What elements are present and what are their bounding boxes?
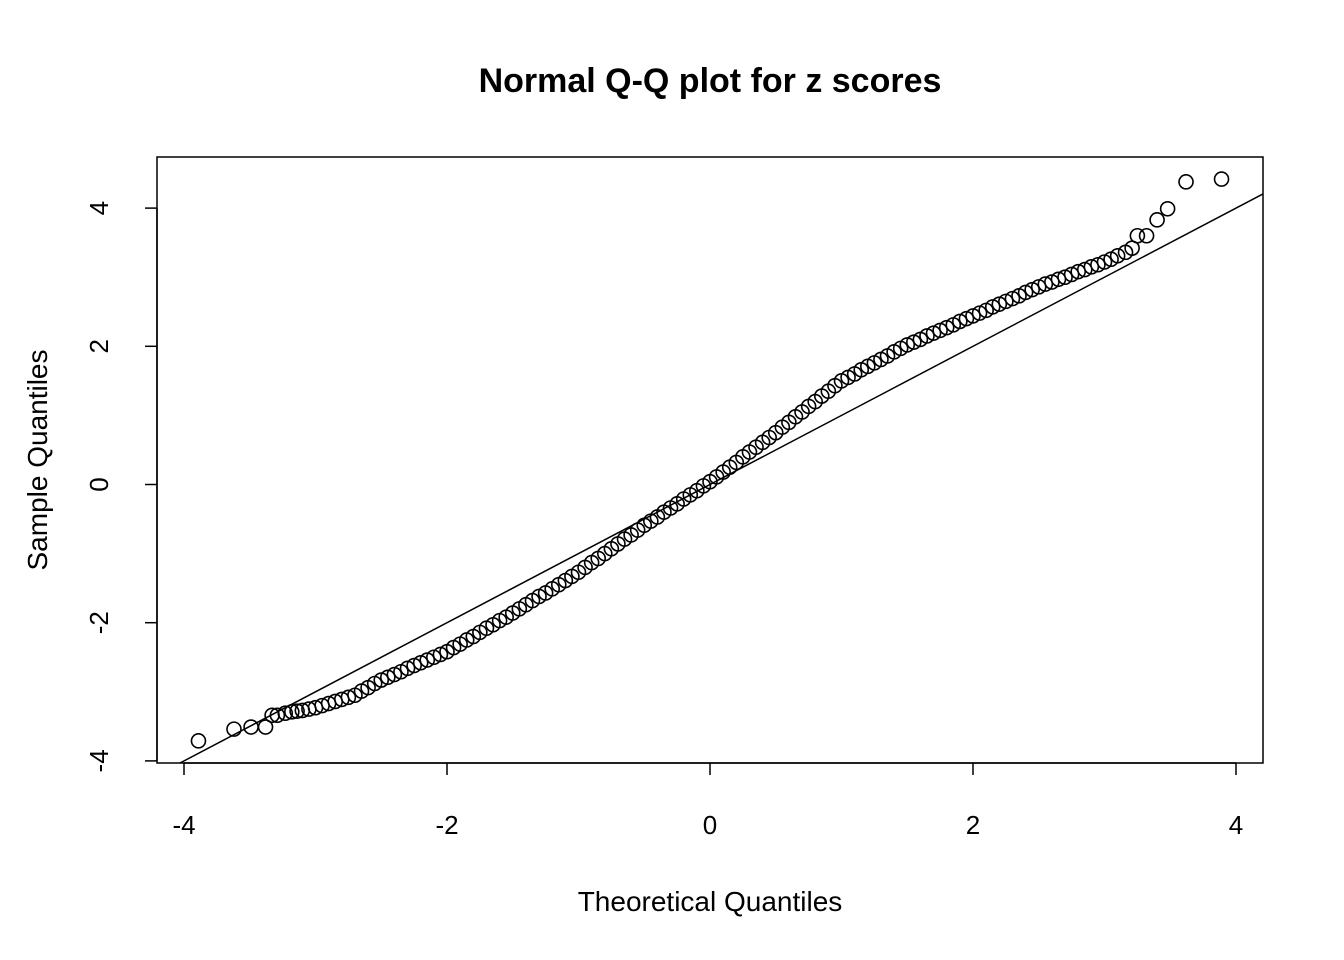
data-point [289, 703, 305, 719]
y-tick-label: -4 [84, 749, 114, 772]
data-point [906, 334, 922, 350]
data-point [1024, 281, 1040, 298]
data-point [1096, 254, 1113, 270]
y-axis-title: Sample Quantiles [22, 349, 53, 570]
reference-line-layer [179, 193, 1264, 764]
data-point [998, 293, 1014, 310]
data-point [1083, 259, 1100, 275]
y-tick-label: 0 [84, 477, 114, 491]
data-point [952, 313, 968, 330]
data-point [386, 666, 403, 683]
x-tick-label: 4 [1229, 810, 1243, 840]
data-point [190, 733, 207, 749]
data-point [1004, 290, 1021, 307]
chart-title: Normal Q-Q plot for z scores [479, 62, 942, 100]
data-point [419, 652, 436, 668]
data-point [1037, 276, 1054, 292]
data-point [1057, 269, 1073, 286]
data-point [340, 689, 357, 706]
plot-frame [156, 156, 1264, 764]
data-point [958, 310, 975, 327]
data-point [1213, 171, 1230, 187]
data-point [373, 672, 390, 688]
data-point [1063, 266, 1080, 283]
x-axis-title: Theoretical Quantiles [578, 886, 843, 917]
data-point [1138, 227, 1155, 244]
data-point [1070, 263, 1086, 280]
data-point [1129, 227, 1146, 244]
y-tick-label: 2 [84, 339, 114, 353]
data-point [1109, 247, 1126, 264]
x-axis: -4 -2 0 2 4 [172, 762, 1243, 840]
points-layer [190, 171, 1230, 749]
reference-line [179, 193, 1264, 764]
data-point [426, 649, 442, 666]
data-point [938, 319, 955, 336]
data-point [432, 646, 449, 663]
data-point [243, 719, 259, 735]
y-axis: -4 -2 0 2 4 [84, 201, 158, 772]
data-point [925, 325, 942, 341]
data-point [932, 322, 948, 339]
data-point [412, 654, 429, 671]
data-point [1017, 284, 1034, 301]
data-point [1178, 174, 1194, 190]
data-point [899, 337, 916, 353]
y-tick-label: -2 [84, 611, 114, 634]
data-point [971, 305, 988, 321]
x-tick-label: 2 [966, 810, 980, 840]
data-point [1030, 279, 1047, 295]
y-tick-label: 4 [84, 201, 114, 215]
data-point [965, 308, 981, 324]
x-tick-label: -2 [435, 810, 458, 840]
data-point [406, 657, 422, 674]
data-point [1149, 212, 1165, 228]
data-point [1076, 261, 1093, 278]
data-point [1090, 256, 1106, 273]
data-point [380, 669, 396, 686]
x-tick-label: 0 [703, 810, 717, 840]
data-point [1050, 271, 1067, 288]
data-point [226, 721, 242, 737]
data-point [919, 328, 935, 344]
data-point [991, 296, 1008, 312]
data-point [984, 299, 1001, 315]
data-point [399, 660, 416, 677]
data-point [257, 719, 274, 735]
x-tick-label: -4 [172, 810, 195, 840]
data-point [1044, 274, 1060, 290]
data-point [1159, 200, 1176, 217]
data-point [277, 705, 294, 722]
